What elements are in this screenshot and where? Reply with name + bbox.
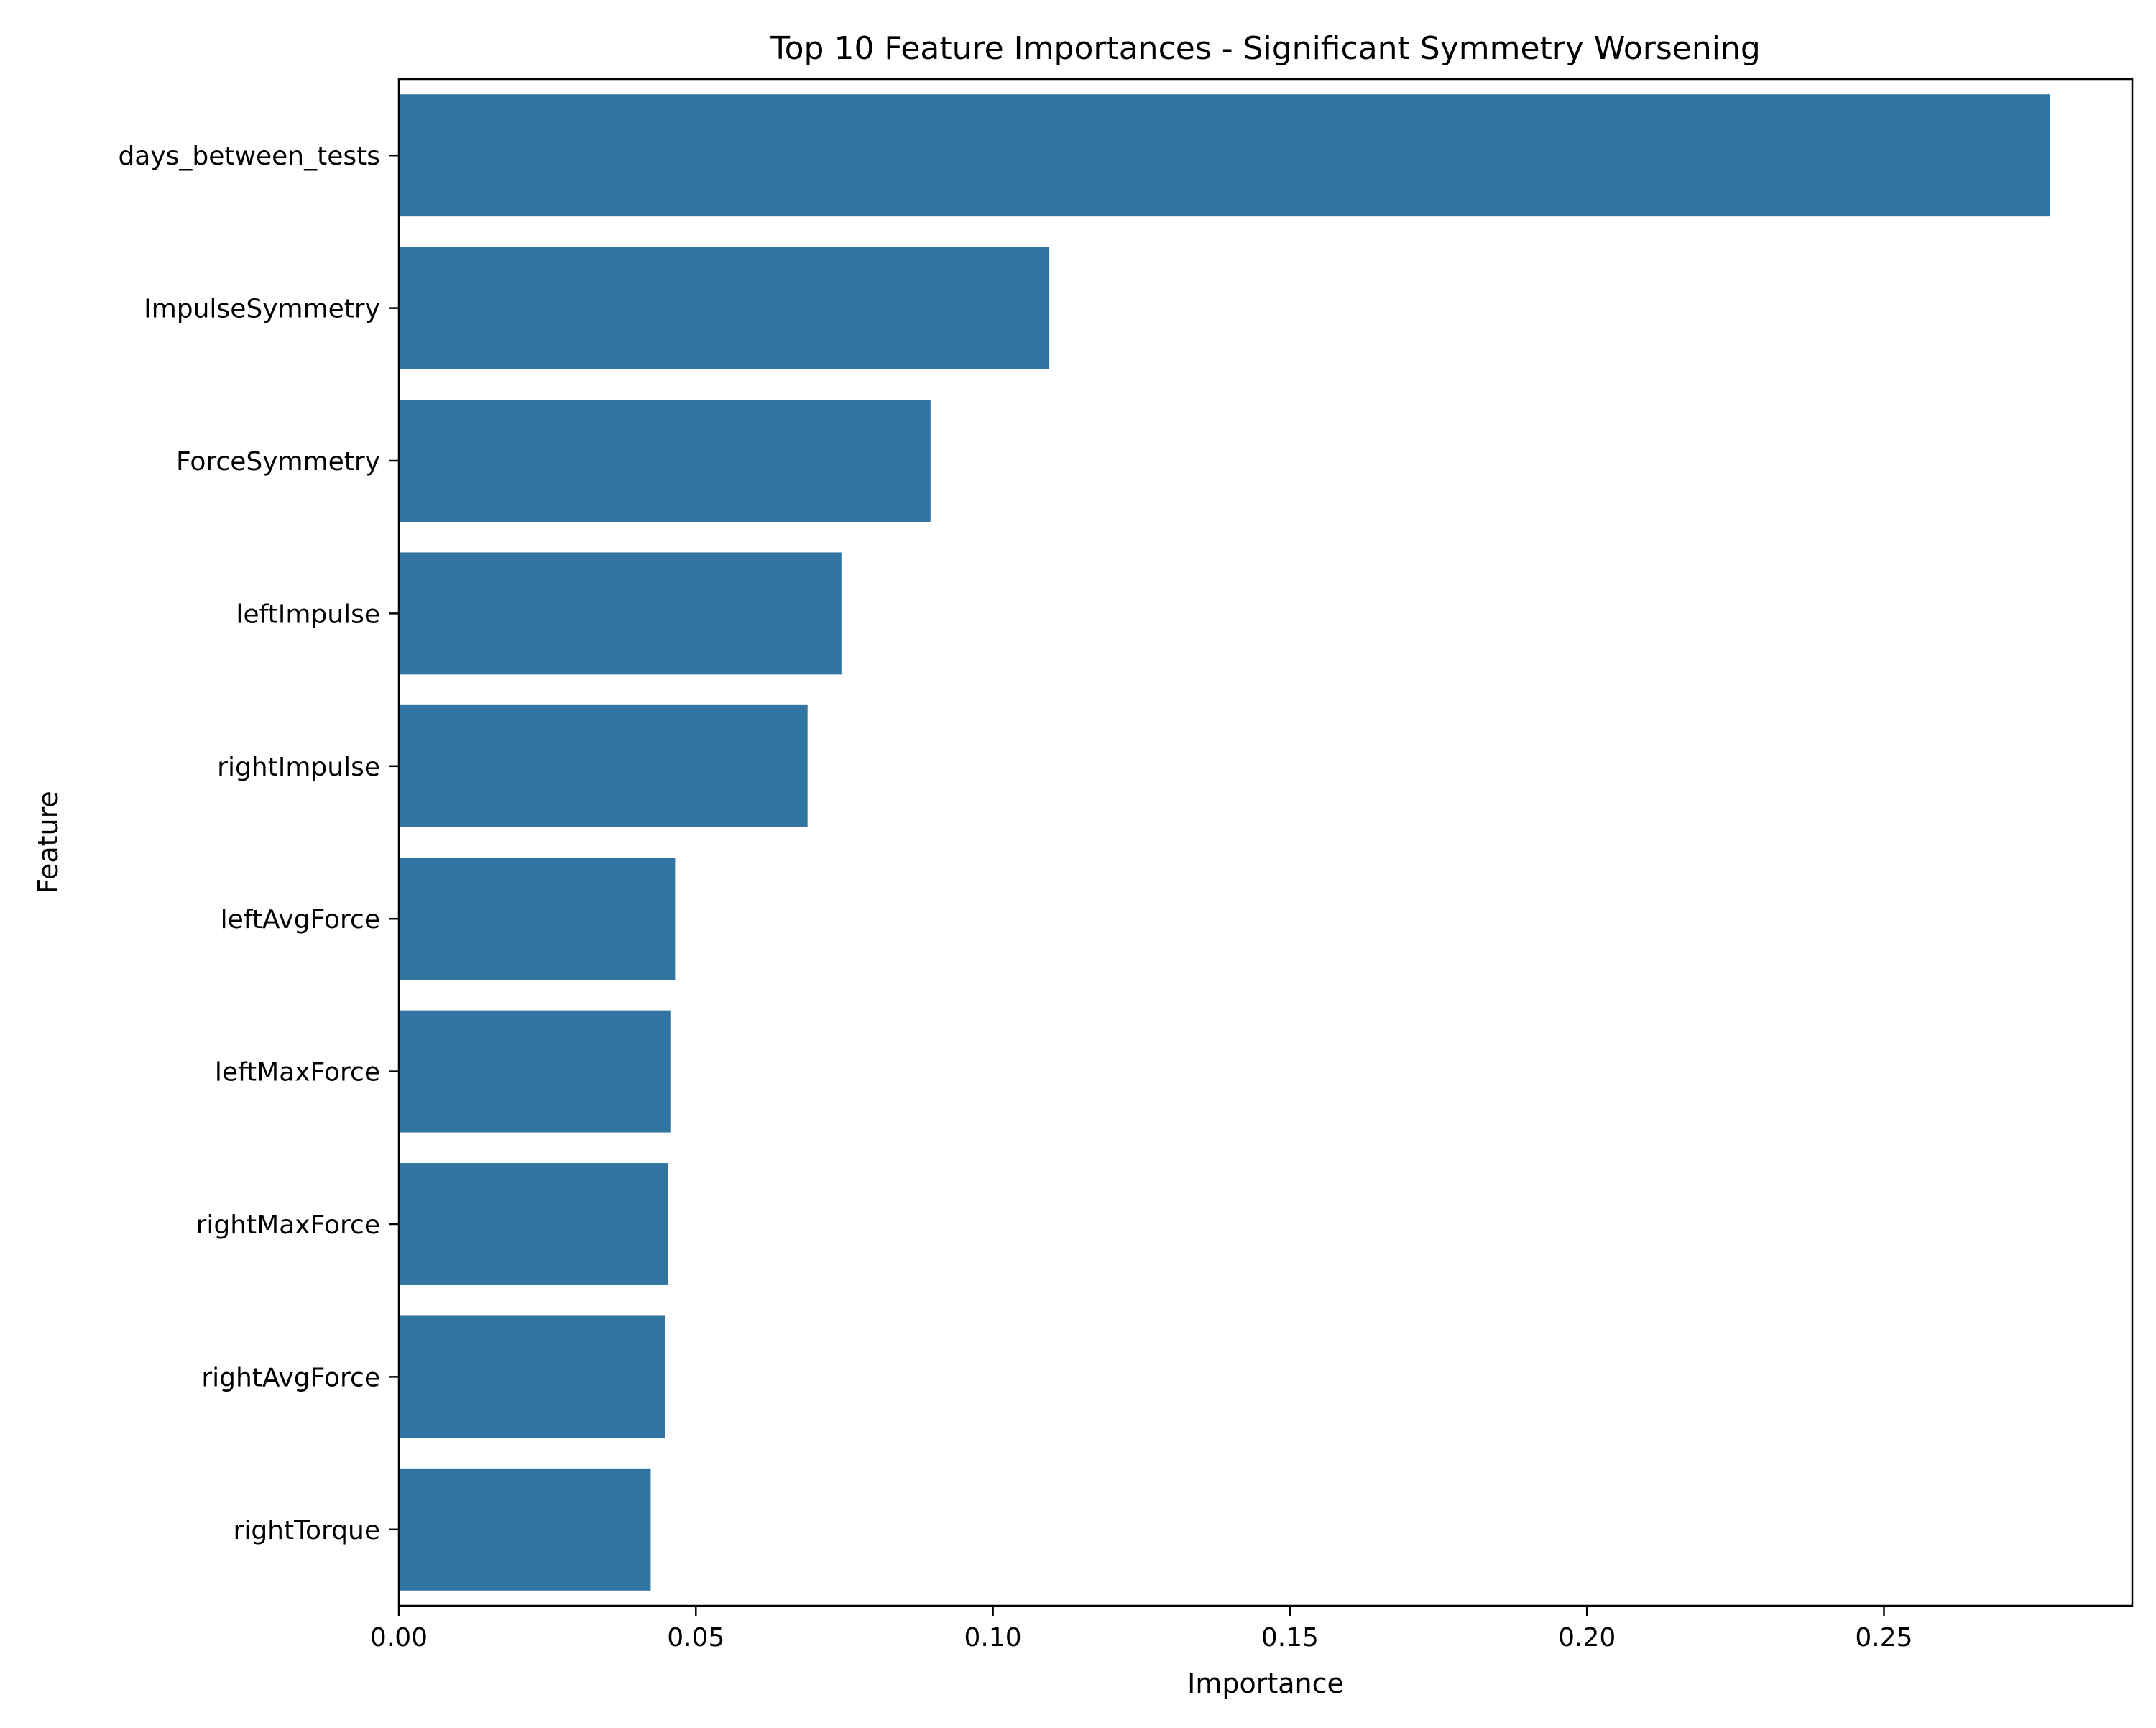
- y-tick-label: rightTorque: [234, 1516, 380, 1545]
- bar-ImpulseSymmetry: [399, 247, 1050, 369]
- bar-rightMaxForce: [399, 1163, 668, 1285]
- bar-leftAvgForce: [399, 858, 676, 980]
- x-tick-label: 0.10: [964, 1623, 1022, 1653]
- bar-days_between_tests: [399, 94, 2050, 217]
- y-tick-label: ImpulseSymmetry: [144, 295, 380, 324]
- y-tick-label: leftImpulse: [236, 599, 380, 629]
- x-axis-ticks: 0.00 0.05 0.10 0.15 0.20 0.25: [370, 1606, 1913, 1653]
- x-tick-label: 0.25: [1855, 1623, 1912, 1653]
- y-tick-label: leftAvgForce: [221, 905, 380, 934]
- x-axis-label: Importance: [1187, 1668, 1344, 1699]
- bars-layer: [399, 94, 2050, 1591]
- y-tick-label: rightMaxForce: [196, 1210, 380, 1240]
- bar-ForceSymmetry: [399, 400, 931, 522]
- bar-rightTorque: [399, 1468, 651, 1591]
- y-tick-label: ForceSymmetry: [176, 447, 380, 477]
- chart-title: Top 10 Feature Importances - Significant…: [770, 30, 1761, 67]
- x-tick-label: 0.15: [1261, 1623, 1319, 1653]
- y-axis-label: Feature: [32, 791, 64, 894]
- x-tick-label: 0.20: [1558, 1623, 1616, 1653]
- bar-rightImpulse: [399, 704, 808, 827]
- x-tick-label: 0.00: [370, 1623, 428, 1653]
- y-tick-label: rightAvgForce: [201, 1363, 380, 1392]
- bar-leftImpulse: [399, 552, 842, 675]
- bar-leftMaxForce: [399, 1010, 671, 1133]
- y-tick-label: days_between_tests: [118, 142, 380, 171]
- x-tick-label: 0.05: [667, 1623, 724, 1653]
- bar-rightAvgForce: [399, 1315, 665, 1438]
- plot-frame: [397, 78, 2134, 1607]
- y-tick-label: rightImpulse: [217, 753, 380, 782]
- y-tick-label: leftMaxForce: [215, 1058, 380, 1088]
- y-axis-ticks: days_between_tests ImpulseSymmetry ForceSy…: [118, 142, 399, 1545]
